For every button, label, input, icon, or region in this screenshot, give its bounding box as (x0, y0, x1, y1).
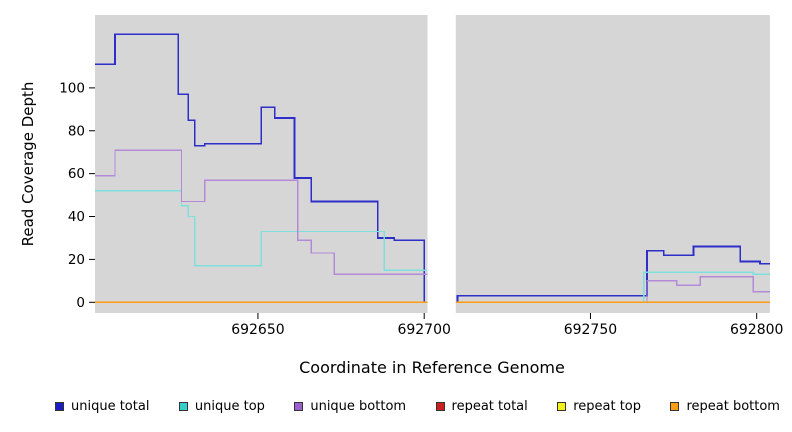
legend-item-repeat-top: repeat top (557, 399, 641, 414)
legend-label: unique total (71, 399, 150, 414)
legend-label: unique top (194, 399, 265, 414)
unique-bottom-swatch (294, 402, 304, 411)
repeat-bottom-swatch (670, 402, 680, 411)
svg-text:692750: 692750 (564, 322, 617, 338)
unique-top-swatch (178, 402, 188, 411)
y-axis-label: Read Coverage Depth (19, 81, 37, 247)
coverage-plot: 0 20 40 60 80 100 692650 692700 692750 692800 (59, 15, 784, 338)
legend-label: repeat top (573, 399, 641, 414)
legend: unique total unique top unique bottom re… (0, 399, 792, 414)
x-axis-label: Coordinate in Reference Genome (299, 358, 565, 377)
legend-label: repeat total (451, 399, 528, 414)
unique-total-swatch (55, 402, 64, 411)
legend-item-repeat-total: repeat total (435, 399, 528, 414)
svg-text:40: 40 (68, 209, 85, 225)
legend-item-repeat-bottom: repeat bottom (670, 399, 780, 414)
legend-item-unique-bottom: unique bottom (294, 399, 406, 414)
repeat-total-swatch (435, 402, 445, 411)
svg-text:692800: 692800 (730, 322, 783, 338)
legend-label: unique bottom (310, 399, 407, 414)
legend-item-unique-top: unique top (178, 399, 265, 414)
svg-text:692650: 692650 (231, 322, 284, 338)
legend-label: repeat bottom (686, 399, 780, 414)
svg-text:100: 100 (59, 80, 85, 96)
repeat-top-swatch (557, 402, 567, 411)
svg-text:692700: 692700 (397, 322, 450, 338)
svg-text:80: 80 (68, 123, 85, 139)
svg-text:60: 60 (68, 166, 85, 182)
legend-item-unique-total: unique total (55, 399, 149, 414)
svg-text:0: 0 (76, 295, 85, 311)
svg-text:20: 20 (68, 252, 85, 268)
